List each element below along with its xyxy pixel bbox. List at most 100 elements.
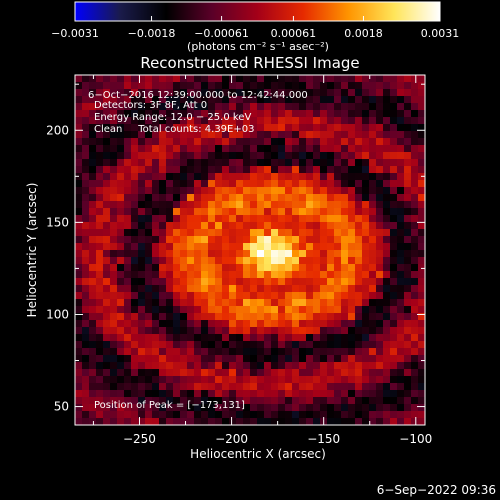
heatmap-cell — [194, 243, 202, 251]
heatmap-cell — [215, 229, 223, 237]
heatmap-cell — [404, 390, 412, 398]
heatmap-cell — [250, 152, 258, 160]
heatmap-cell — [103, 390, 111, 398]
heatmap-cell — [166, 257, 174, 265]
heatmap-cell — [306, 257, 314, 265]
heatmap-cell — [166, 187, 174, 195]
heatmap-cell — [201, 285, 209, 293]
heatmap-cell — [313, 159, 321, 167]
heatmap-cell — [369, 194, 377, 202]
heatmap-cell — [124, 243, 132, 251]
heatmap-cell — [82, 96, 90, 104]
heatmap-cell — [376, 306, 384, 314]
heatmap-cell — [299, 96, 307, 104]
heatmap-cell — [229, 96, 237, 104]
heatmap-cell — [299, 418, 307, 426]
heatmap-cell — [194, 124, 202, 132]
heatmap-cell — [327, 306, 335, 314]
heatmap-cell — [390, 320, 398, 328]
heatmap-cell — [299, 278, 307, 286]
heatmap-cell — [383, 362, 391, 370]
heatmap-cell — [89, 348, 97, 356]
heatmap-cell — [180, 124, 188, 132]
heatmap-cell — [250, 292, 258, 300]
heatmap-cell — [418, 306, 426, 314]
heatmap-cell — [229, 334, 237, 342]
heatmap-cell — [180, 131, 188, 139]
heatmap-cell — [215, 124, 223, 132]
heatmap-cell — [180, 348, 188, 356]
heatmap-cell — [299, 89, 307, 97]
heatmap-cell — [229, 131, 237, 139]
heatmap-cell — [159, 229, 167, 237]
heatmap-cell — [264, 369, 272, 377]
heatmap-cell — [96, 418, 104, 426]
heatmap-cell — [138, 271, 146, 279]
heatmap-cell — [208, 187, 216, 195]
heatmap-cell — [292, 243, 300, 251]
heatmap-cell — [180, 362, 188, 370]
heatmap-cell — [110, 110, 118, 118]
heatmap-cell — [418, 194, 426, 202]
heatmap-cell — [145, 264, 153, 272]
heatmap-cell — [334, 397, 342, 405]
heatmap-cell — [131, 411, 139, 419]
heatmap-cell — [257, 89, 265, 97]
heatmap-cell — [145, 362, 153, 370]
heatmap-cell — [96, 411, 104, 419]
heatmap-cell — [327, 103, 335, 111]
heatmap-cell — [320, 82, 328, 90]
heatmap-cell — [404, 250, 412, 258]
heatmap-cell — [124, 348, 132, 356]
heatmap-cell — [152, 131, 160, 139]
heatmap-cell — [145, 390, 153, 398]
heatmap-cell — [124, 96, 132, 104]
heatmap-cell — [334, 411, 342, 419]
heatmap-cell — [201, 257, 209, 265]
heatmap-cell — [152, 159, 160, 167]
heatmap-cell — [131, 271, 139, 279]
heatmap-cell — [285, 250, 293, 258]
heatmap-cell — [306, 236, 314, 244]
heatmap-cell — [292, 278, 300, 286]
heatmap-cell — [292, 145, 300, 153]
heatmap-cell — [173, 327, 181, 335]
heatmap-cell — [418, 180, 426, 188]
heatmap-cell — [194, 159, 202, 167]
heatmap-cell — [250, 264, 258, 272]
heatmap-cell — [292, 327, 300, 335]
heatmap-cell — [173, 173, 181, 181]
heatmap-cell — [362, 243, 370, 251]
heatmap-cell — [257, 362, 265, 370]
heatmap-cell — [397, 362, 405, 370]
heatmap-cell — [327, 152, 335, 160]
heatmap-cell — [355, 292, 363, 300]
heatmap-cell — [96, 355, 104, 363]
heatmap-cell — [404, 145, 412, 153]
heatmap-cell — [278, 320, 286, 328]
heatmap-cell — [320, 89, 328, 97]
heatmap-cell — [348, 124, 356, 132]
heatmap-cell — [369, 411, 377, 419]
heatmap-cell — [320, 383, 328, 391]
heatmap-cell — [103, 355, 111, 363]
heatmap-cell — [75, 257, 83, 265]
heatmap-cell — [243, 306, 251, 314]
heatmap-cell — [376, 166, 384, 174]
heatmap-cell — [418, 299, 426, 307]
heatmap-cell — [82, 103, 90, 111]
heatmap-cell — [215, 138, 223, 146]
heatmap-cell — [369, 96, 377, 104]
heatmap-cell — [229, 215, 237, 223]
heatmap-cell — [229, 362, 237, 370]
heatmap-cell — [299, 131, 307, 139]
heatmap-cell — [397, 82, 405, 90]
heatmap-cell — [404, 257, 412, 265]
heatmap-cell — [180, 278, 188, 286]
heatmap-cell — [341, 138, 349, 146]
heatmap-cell — [75, 390, 83, 398]
heatmap-cell — [75, 208, 83, 216]
heatmap-cell — [411, 376, 419, 384]
heatmap-cell — [138, 327, 146, 335]
